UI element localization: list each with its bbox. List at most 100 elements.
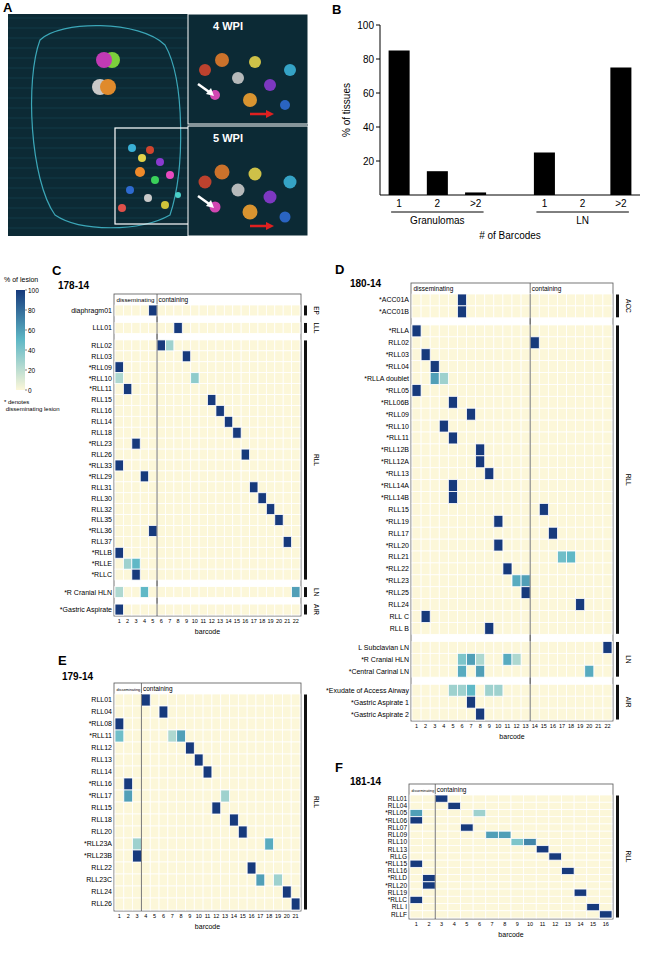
empty-cell [467,468,476,480]
empty-cell [275,438,283,449]
empty-cell [485,294,494,306]
inset-label: 5 WPI [213,132,243,144]
empty-cell [274,754,283,766]
empty-cell [576,563,585,575]
empty-cell [283,525,291,536]
empty-cell [132,569,140,580]
empty-cell [283,569,291,580]
empty-cell [250,493,258,504]
empty-cell [224,395,232,406]
section-divider [530,283,531,721]
empty-cell [521,420,530,432]
lesion-dot [128,144,136,152]
bar [427,171,448,195]
empty-cell [292,322,300,333]
empty-cell [221,802,230,814]
empty-cell [115,340,123,351]
empty-cell [457,696,466,708]
heat-cell [494,515,503,527]
empty-cell [124,766,133,778]
empty-cell [247,838,256,850]
mesh-line [8,108,188,109]
empty-cell [168,814,177,826]
empty-cell [256,706,265,718]
empty-cell [115,416,123,427]
empty-cell [208,449,216,460]
empty-cell [594,696,603,708]
empty-cell [594,349,603,361]
empty-cell [476,575,485,587]
empty-cell [567,349,576,361]
empty-cell [150,694,159,706]
empty-cell [594,684,603,696]
empty-cell [283,427,291,438]
empty-cell [594,503,603,515]
empty-cell [521,306,530,318]
empty-cell [439,653,448,665]
heat-cell [448,432,457,444]
empty-cell [457,408,466,420]
empty-cell [521,349,530,361]
empty-cell [230,778,239,790]
empty-cell [191,547,199,558]
empty-cell [603,575,612,587]
empty-cell [238,838,247,850]
empty-cell [567,641,576,653]
group-bar [616,685,619,720]
empty-cell [250,569,258,580]
empty-cell [258,460,266,471]
empty-cell [140,362,148,373]
empty-cell [512,665,521,677]
empty-cell [182,604,190,615]
empty-cell [439,456,448,468]
empty-cell [194,814,203,826]
empty-cell [230,694,239,706]
empty-cell [576,420,585,432]
empty-cell [567,515,576,527]
empty-cell [238,778,247,790]
empty-cell [165,340,173,351]
empty-cell [216,373,224,384]
empty-cell [594,492,603,504]
mesh-line [8,98,188,99]
empty-cell [212,766,221,778]
empty-cell [548,456,557,468]
empty-cell [174,460,182,471]
row-label: RLL16 [91,407,112,414]
x-tick-label: 7 [470,723,473,729]
empty-cell [567,622,576,634]
empty-cell [266,558,274,569]
empty-cell [282,754,291,766]
empty-cell [191,438,199,449]
empty-cell [412,384,421,396]
empty-cell [230,766,239,778]
empty-cell [191,373,199,384]
empty-cell [212,778,221,790]
empty-cell [247,718,256,730]
empty-cell [503,408,512,420]
empty-cell [485,408,494,420]
empty-cell [539,444,548,456]
empty-cell [448,684,457,696]
lesion-dot [243,93,257,107]
x-axis-label: barcode [195,628,220,635]
empty-cell [282,850,291,862]
empty-cell [557,696,566,708]
empty-cell [412,492,421,504]
empty-cell [149,305,157,316]
empty-cell [467,708,476,720]
empty-cell [594,432,603,444]
empty-cell [585,325,594,337]
empty-cell [133,694,142,706]
empty-cell [603,563,612,575]
empty-cell [448,408,457,420]
empty-cell [224,438,232,449]
empty-cell [430,587,439,599]
empty-cell [530,432,539,444]
empty-cell [199,525,207,536]
empty-cell [521,575,530,587]
empty-cell [216,515,224,526]
empty-cell [241,547,249,558]
empty-cell [485,492,494,504]
empty-cell [250,395,258,406]
